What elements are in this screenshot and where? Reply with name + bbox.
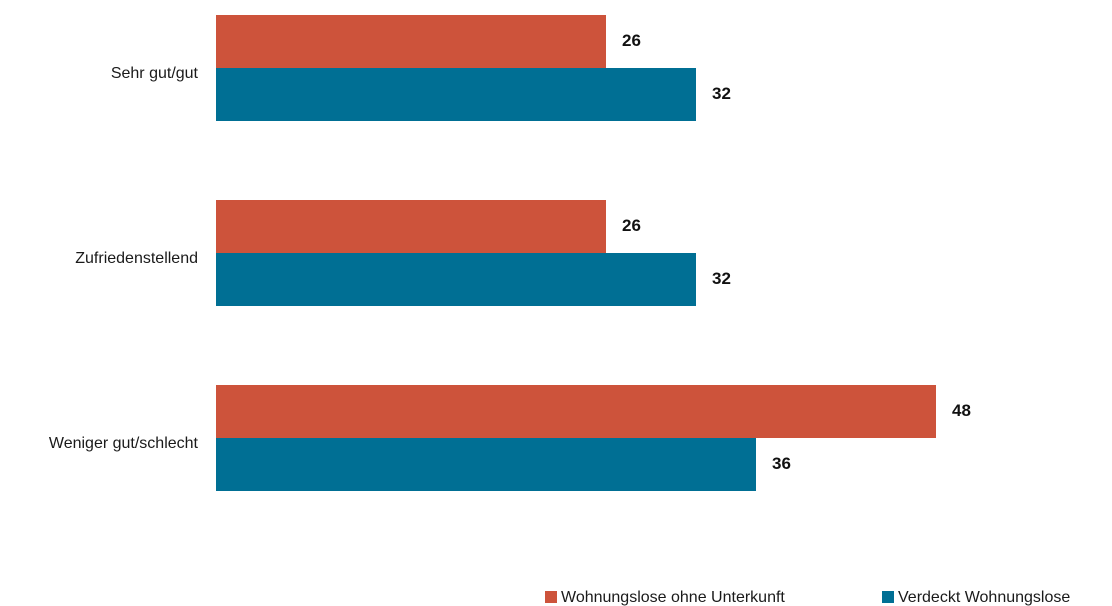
bar-weniger-gut-schlecht-series-2 <box>216 438 756 491</box>
category-labels: Sehr gut/gut Zufriedenstellend Weniger gut… <box>49 65 199 452</box>
category-label-weniger-gut-schlecht: Weniger gut/schlecht <box>49 435 199 452</box>
legend-swatch-series-1 <box>545 591 557 603</box>
bar-zufriedenstellend-series-2 <box>216 253 696 306</box>
category-label-sehr-gut-gut: Sehr gut/gut <box>111 65 199 82</box>
value-label-weniger-gut-schlecht-series-1: 48 <box>952 401 971 420</box>
legend-label-series-1: Wohnungslose ohne Unterkunft <box>561 589 785 606</box>
bar-zufriedenstellend-series-1 <box>216 200 606 253</box>
category-label-zufriedenstellend: Zufriedenstellend <box>75 250 198 267</box>
bar-sehr-gut-gut-series-1 <box>216 15 606 68</box>
legend: Wohnungslose ohne Unterkunft Verdeckt Woh… <box>545 589 1070 606</box>
bar-sehr-gut-gut-series-2 <box>216 68 696 121</box>
bar-weniger-gut-schlecht-series-1 <box>216 385 936 438</box>
value-label-zufriedenstellend-series-1: 26 <box>622 216 641 235</box>
value-label-sehr-gut-gut-series-1: 26 <box>622 31 641 50</box>
value-label-zufriedenstellend-series-2: 32 <box>712 269 731 288</box>
legend-label-series-2: Verdeckt Wohnungslose <box>898 589 1070 606</box>
value-label-sehr-gut-gut-series-2: 32 <box>712 84 731 103</box>
value-labels: 26 32 26 32 48 36 <box>622 31 971 473</box>
legend-swatch-series-2 <box>882 591 894 603</box>
bars <box>216 15 936 491</box>
value-label-weniger-gut-schlecht-series-2: 36 <box>772 454 791 473</box>
